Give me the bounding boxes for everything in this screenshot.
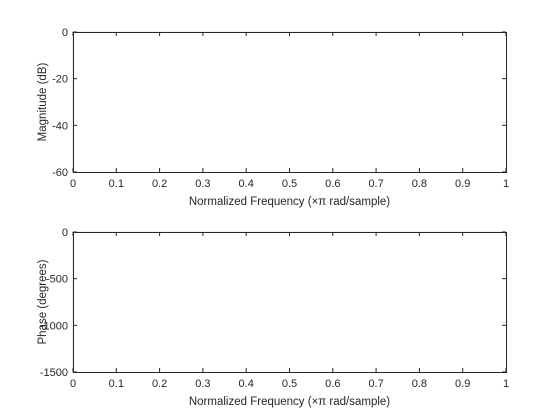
phase-x-tick-label: 0	[70, 378, 76, 390]
phase-x-tick-label: 1	[503, 378, 509, 390]
phase-x-tick-label: 0.6	[325, 378, 340, 390]
magnitude-y-tick-label: 0	[62, 27, 68, 39]
magnitude-x-tick-label: 0.8	[412, 178, 427, 190]
magnitude-x-tick-label: 0.4	[239, 178, 254, 190]
phase-y-tick-label: 0	[62, 227, 68, 239]
phase-x-tick-label: 0.5	[282, 378, 297, 390]
magnitude-y-axis-label: Magnitude (dB)	[37, 63, 49, 142]
phase-x-axis-label: Normalized Frequency (×π rad/sample)	[189, 396, 390, 408]
phase-plot: 0 0.1 0.2 0.3 0.4 0.5 0.6 0.7 0.8 0.9 1 -1500 -1000 -…	[37, 227, 509, 408]
magnitude-x-tick-label: 0.1	[109, 178, 124, 190]
magnitude-axes-frame	[73, 32, 507, 173]
magnitude-x-tick-label: 0.5	[282, 178, 297, 190]
phase-x-tick-label: 0.3	[195, 378, 210, 390]
phase-y-axis-label: Phase (degrees)	[37, 259, 49, 344]
phase-x-tick-label: 0.1	[109, 378, 124, 390]
phase-axes-frame	[73, 232, 507, 373]
phase-y-tick-label: -1500	[40, 367, 68, 379]
phase-y-tick-label: -1000	[40, 320, 68, 332]
magnitude-x-tick-label: 0	[70, 178, 76, 190]
magnitude-y-tick-label: -40	[52, 120, 68, 132]
magnitude-x-tick-label: 0.2	[152, 178, 167, 190]
magnitude-x-axis-label: Normalized Frequency (×π rad/sample)	[189, 196, 390, 208]
magnitude-y-tick-label: -20	[52, 74, 68, 86]
magnitude-x-tick-label: 0.6	[325, 178, 340, 190]
phase-x-tick-label: 0.2	[152, 378, 167, 390]
magnitude-y-tick-label: -60	[52, 167, 68, 179]
phase-x-tick-label: 0.4	[239, 378, 254, 390]
phase-x-tick-label: 0.8	[412, 378, 427, 390]
phase-y-tick-label: -500	[46, 274, 68, 286]
magnitude-x-tick-label: 1	[503, 178, 509, 190]
magnitude-x-tick-label: 0.3	[195, 178, 210, 190]
magnitude-x-tick-label: 0.9	[455, 178, 470, 190]
magnitude-x-tick-label: 0.7	[368, 178, 383, 190]
phase-x-tick-label: 0.9	[455, 378, 470, 390]
magnitude-plot: 0 0.1 0.2 0.3 0.4 0.5 0.6 0.7 0.8 0.9 1 -60 -40 -20 0 N…	[37, 27, 509, 208]
phase-x-tick-label: 0.7	[368, 378, 383, 390]
